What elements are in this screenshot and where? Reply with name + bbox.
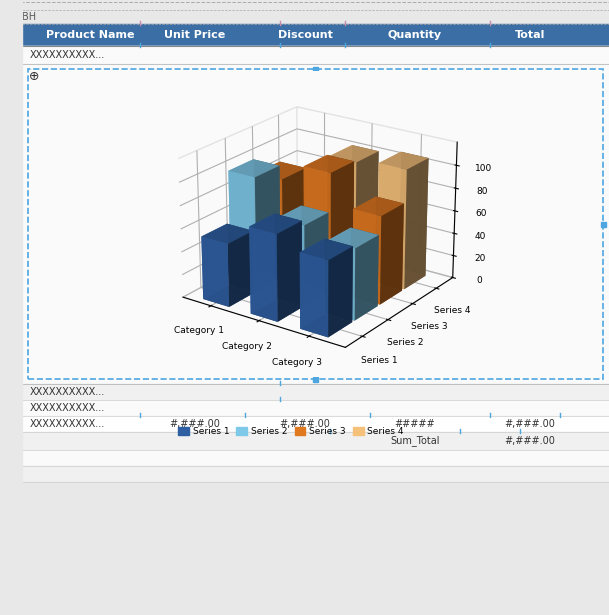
Bar: [313, 376, 318, 381]
Bar: [22, 416, 609, 432]
Text: XXXXXXXXXX...: XXXXXXXXXX...: [30, 403, 105, 413]
Text: #,###.00: #,###.00: [169, 419, 220, 429]
Text: XXXXXXXXXX...: XXXXXXXXXX...: [30, 50, 105, 60]
Bar: [0, 450, 609, 466]
Text: GF: GF: [4, 469, 15, 478]
Text: GF: GF: [4, 437, 15, 445]
Bar: [0, 482, 609, 615]
Text: ⊕: ⊕: [29, 70, 40, 83]
Bar: [22, 64, 609, 384]
Bar: [0, 64, 609, 384]
Bar: [22, 466, 609, 482]
Bar: [0, 432, 609, 450]
Text: XXXXXXXXXX...: XXXXXXXXXX...: [30, 419, 105, 429]
Bar: [22, 384, 609, 400]
Text: Discount: Discount: [278, 30, 333, 40]
Bar: [0, 0, 22, 615]
Text: #####: #####: [395, 419, 435, 429]
Bar: [28, 69, 603, 379]
Bar: [22, 24, 609, 46]
Text: #,###.00: #,###.00: [280, 419, 331, 429]
Text: BH: BH: [22, 12, 36, 22]
Bar: [0, 466, 609, 482]
Bar: [22, 450, 609, 466]
Text: GH: GH: [4, 403, 17, 413]
Bar: [313, 66, 318, 71]
Bar: [600, 221, 605, 226]
Bar: [22, 432, 609, 450]
Bar: [22, 46, 609, 64]
Bar: [0, 10, 609, 24]
Text: XXXXXXXXXX...: XXXXXXXXXX...: [30, 387, 105, 397]
Text: GF: GF: [4, 453, 15, 462]
Text: Sum_Total: Sum_Total: [390, 435, 440, 446]
Bar: [0, 416, 609, 432]
Text: Product Name: Product Name: [46, 30, 134, 40]
Text: BPH: BPH: [4, 31, 21, 39]
Bar: [0, 384, 609, 400]
Text: GH: GH: [4, 220, 17, 229]
Bar: [22, 400, 609, 416]
Bar: [0, 46, 609, 64]
Legend: Series 1, Series 2, Series 3, Series 4: Series 1, Series 2, Series 3, Series 4: [175, 424, 407, 440]
Text: GH: GH: [4, 387, 17, 397]
Text: #,###.00: #,###.00: [505, 419, 555, 429]
Text: #,###.00: #,###.00: [505, 436, 555, 446]
Bar: [0, 400, 609, 416]
Text: Unit Price: Unit Price: [164, 30, 225, 40]
Text: Total: Total: [515, 30, 545, 40]
Bar: [0, 24, 609, 46]
Text: Quantity: Quantity: [388, 30, 442, 40]
Text: DT: DT: [4, 419, 15, 429]
Bar: [0, 0, 609, 10]
